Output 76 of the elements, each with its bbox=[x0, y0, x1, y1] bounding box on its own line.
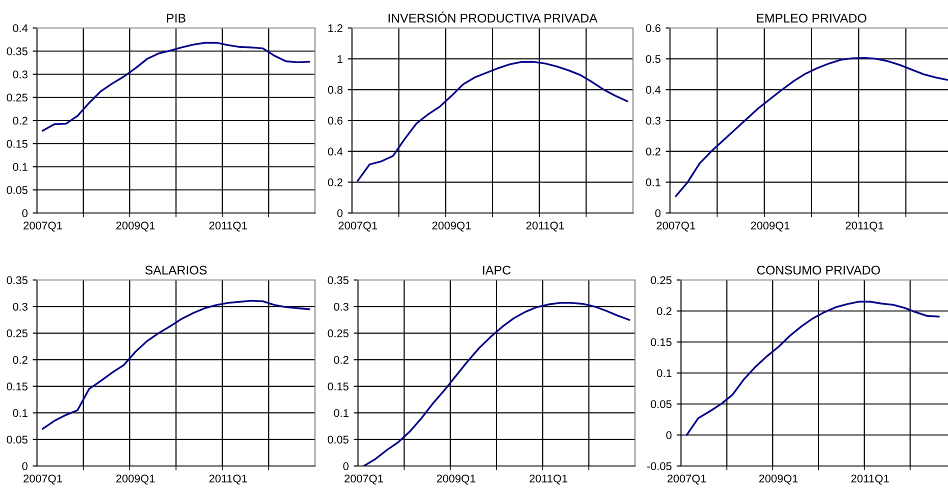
y-tick-label: 0.4 bbox=[646, 86, 661, 94]
y-tick-label: 0.5 bbox=[646, 55, 661, 63]
y-tick-label: 0.05 bbox=[6, 186, 28, 194]
x-tick-label: 2007Q1 bbox=[668, 474, 706, 484]
x-tick-label: 2011Q1 bbox=[526, 222, 564, 232]
y-tick-label: 0 bbox=[337, 209, 343, 218]
y-tick-label: 0.3 bbox=[12, 302, 28, 311]
y-tick-label: 0.25 bbox=[6, 329, 28, 338]
x-tick-label: 2009Q1 bbox=[759, 474, 798, 484]
x-tick-label: 2007Q1 bbox=[24, 474, 62, 484]
y-tick-label: 0 bbox=[666, 431, 672, 440]
y-tick-label: 0.25 bbox=[650, 276, 672, 284]
x-tick-label: 2009Q1 bbox=[432, 222, 471, 232]
y-tick-label: 0.2 bbox=[656, 307, 672, 316]
y-tick-label: 1 bbox=[338, 55, 342, 63]
y-tick-label: 0.1 bbox=[12, 163, 28, 171]
y-tick-label: 0.2 bbox=[12, 116, 28, 125]
chart-title: SALARIOS bbox=[145, 266, 207, 275]
chart-title: CONSUMO PRIVADO bbox=[757, 266, 880, 275]
y-tick-label: 0.3 bbox=[12, 70, 28, 78]
x-tick-label: 2007Q1 bbox=[338, 222, 378, 232]
y-tick-label: 0.1 bbox=[334, 409, 348, 417]
y-tick-label: 0.2 bbox=[334, 356, 348, 364]
x-tick-label: 2007Q1 bbox=[344, 474, 383, 484]
y-tick-label: 0.15 bbox=[650, 338, 672, 346]
y-tick-label: 0.25 bbox=[6, 94, 28, 102]
y-tick-label: 0.15 bbox=[6, 382, 28, 390]
x-tick-label: 2011Q1 bbox=[846, 222, 884, 232]
y-tick-label: 0.05 bbox=[328, 436, 349, 444]
y-tick-label: 0.4 bbox=[12, 24, 28, 32]
line-series bbox=[362, 302, 630, 466]
y-tick-label: -0.05 bbox=[647, 462, 672, 470]
y-tick-label: 0 bbox=[22, 209, 28, 218]
line-series bbox=[356, 61, 628, 182]
line-series bbox=[674, 57, 948, 197]
y-tick-label: 0.6 bbox=[646, 24, 660, 32]
y-tick-label: 0 bbox=[22, 462, 28, 470]
x-tick-label: 2011Q1 bbox=[209, 474, 247, 484]
y-tick-label: 0.4 bbox=[328, 148, 343, 156]
y-tick-label: 0 bbox=[343, 462, 349, 470]
y-tick-label: 0.2 bbox=[328, 178, 342, 186]
y-tick-label: 1.2 bbox=[328, 24, 342, 32]
x-tick-label: 2009Q1 bbox=[116, 222, 155, 232]
y-tick-label: 0.2 bbox=[12, 356, 28, 364]
y-tick-label: 0 bbox=[655, 209, 661, 218]
y-tick-label: 0.05 bbox=[650, 400, 672, 408]
chart-title: PIB bbox=[166, 14, 186, 22]
y-tick-label: 0.6 bbox=[328, 116, 342, 125]
y-tick-label: 0.05 bbox=[6, 436, 28, 444]
y-tick-label: 0.2 bbox=[646, 148, 660, 156]
y-tick-label: 0.1 bbox=[646, 178, 660, 186]
y-tick-label: 0.3 bbox=[646, 116, 660, 125]
line-series bbox=[42, 300, 310, 430]
y-tick-label: 0.15 bbox=[6, 140, 28, 148]
x-tick-label: 2007Q1 bbox=[656, 222, 696, 232]
x-tick-label: 2009Q1 bbox=[436, 474, 476, 484]
y-tick-label: 0.3 bbox=[334, 302, 348, 311]
x-tick-label: 2007Q1 bbox=[24, 222, 62, 232]
y-tick-label: 0.8 bbox=[328, 86, 342, 94]
x-tick-label: 2011Q1 bbox=[209, 222, 247, 232]
y-tick-label: 0.1 bbox=[12, 409, 28, 417]
y-tick-label: 0.35 bbox=[6, 47, 28, 56]
line-series bbox=[42, 42, 310, 132]
chart-title: IAPC bbox=[483, 266, 511, 275]
y-tick-label: 0.1 bbox=[656, 369, 672, 378]
y-tick-label: 0.15 bbox=[328, 382, 349, 390]
y-tick-label: 0.25 bbox=[328, 329, 349, 338]
x-tick-label: 2011Q1 bbox=[851, 474, 889, 484]
x-tick-label: 2009Q1 bbox=[751, 222, 790, 232]
chart-title: EMPLEO PRIVADO bbox=[757, 14, 866, 23]
line-series bbox=[686, 300, 940, 436]
x-tick-label: 2009Q1 bbox=[116, 474, 155, 484]
x-tick-label: 2011Q1 bbox=[530, 474, 568, 484]
y-tick-label: 0.35 bbox=[6, 276, 28, 284]
y-tick-label: 0.35 bbox=[328, 276, 349, 284]
chart-title: INVERSIÓN PRODUCTIVA PRIVADA bbox=[388, 12, 598, 23]
